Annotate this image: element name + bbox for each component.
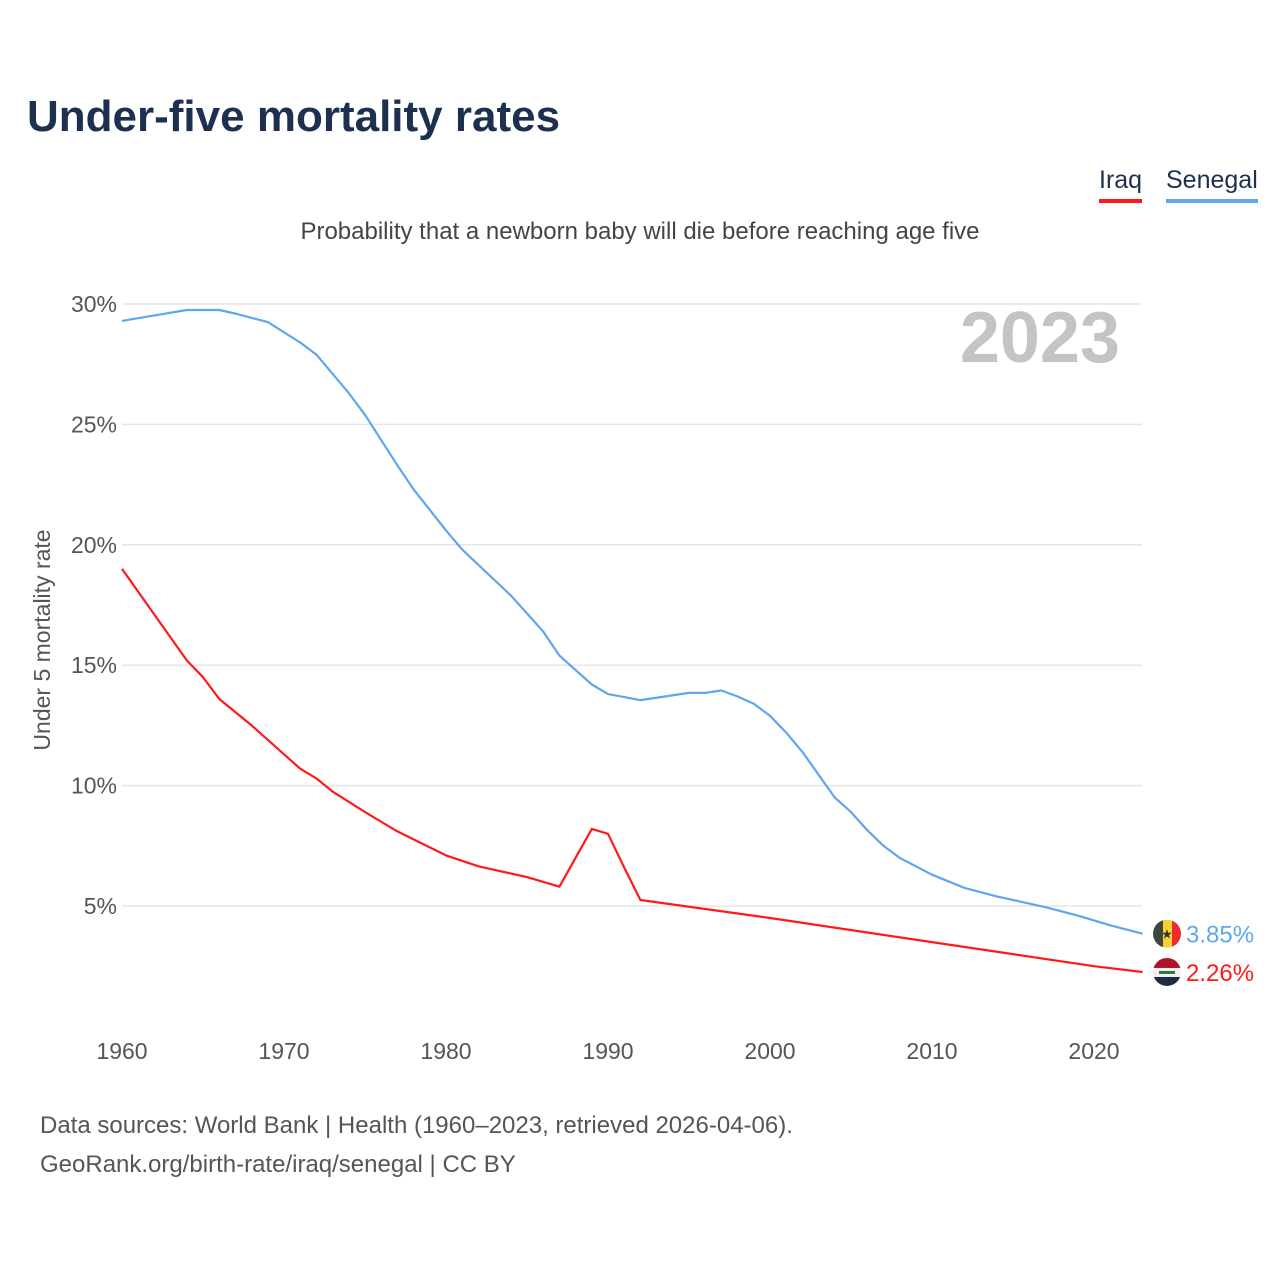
footer-sources: Data sources: World Bank | Health (1960–… bbox=[40, 1112, 793, 1139]
legend-item-senegal[interactable]: Senegal bbox=[1166, 166, 1258, 203]
y-tick-label: 10% bbox=[71, 773, 117, 799]
legend-item-iraq[interactable]: Iraq bbox=[1099, 166, 1143, 203]
y-tick-label: 15% bbox=[71, 652, 117, 678]
end-value-label-senegal: 3.85% bbox=[1186, 922, 1254, 949]
iraq-flag-icon bbox=[1153, 957, 1181, 986]
chart-subtitle: Probability that a newborn baby will die… bbox=[300, 218, 980, 245]
x-tick-label: 1980 bbox=[420, 1038, 471, 1064]
footer: Data sources: World Bank | Health (1960–… bbox=[40, 1106, 793, 1184]
y-tick-label: 30% bbox=[71, 291, 117, 317]
x-tick-label: 1970 bbox=[258, 1038, 309, 1064]
senegal-flag-icon: ★ bbox=[1153, 919, 1181, 948]
y-tick-label: 25% bbox=[71, 411, 117, 437]
year-label: 2023 bbox=[960, 298, 1120, 378]
footer-link[interactable]: GeoRank.org/birth-rate/iraq/senegal | CC… bbox=[40, 1151, 516, 1178]
series-line-senegal bbox=[121, 308, 1143, 935]
x-tick-label: 1960 bbox=[96, 1038, 147, 1064]
x-tick-label: 1990 bbox=[582, 1038, 633, 1064]
svg-text:★: ★ bbox=[1161, 927, 1173, 942]
x-tick-label: 2000 bbox=[744, 1038, 795, 1064]
y-tick-label: 20% bbox=[71, 532, 117, 558]
x-tick-label: 2020 bbox=[1068, 1038, 1119, 1064]
y-axis-label: Under 5 mortality rate bbox=[29, 529, 55, 750]
end-value-label-iraq: 2.26% bbox=[1186, 960, 1254, 987]
y-tick-label: 5% bbox=[84, 893, 117, 919]
series-line-iraq bbox=[121, 568, 1143, 974]
x-tick-label: 2010 bbox=[906, 1038, 957, 1064]
chart-title: Under-five mortality rates bbox=[27, 92, 561, 141]
